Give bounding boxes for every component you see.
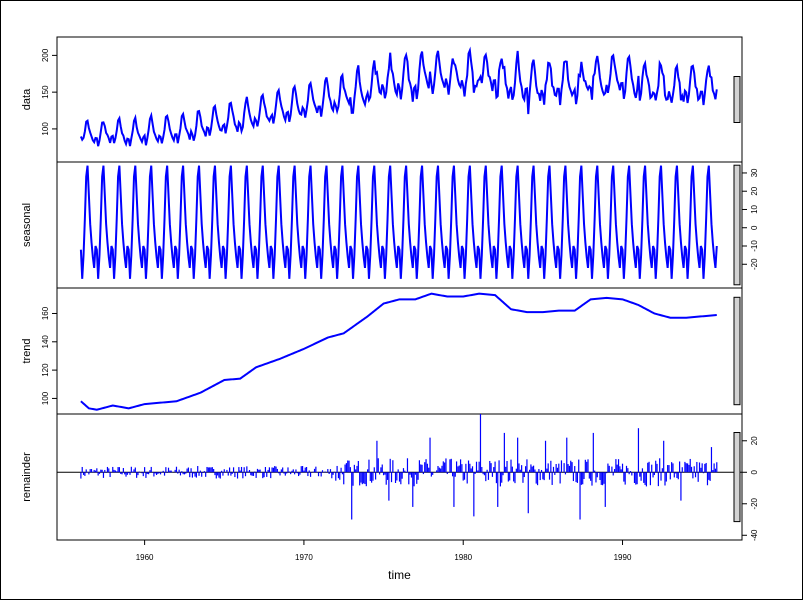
y-tick-label-remainder: -20 (750, 497, 759, 509)
y-tick-label-seasonal: 20 (750, 186, 759, 195)
y-tick-label-seasonal: -10 (750, 240, 759, 252)
x-axis: 1960 1970 1980 1990 time (136, 540, 632, 582)
y-tick-label-seasonal: 30 (750, 168, 759, 177)
panel-label-remainder: remainder (21, 452, 33, 502)
y-tick-label-trend: 100 (41, 391, 50, 405)
y-tick-label-trend: 120 (41, 363, 50, 377)
panel-remainder: -40 -20 0 20 remainder (21, 413, 759, 541)
panel-trend: 100 120 140 160 trend (21, 287, 743, 415)
panel-remainder-box (56, 413, 743, 541)
panel-label-trend: trend (21, 338, 33, 363)
series-line-trend (80, 292, 717, 411)
y-tick-label-remainder: 0 (750, 470, 759, 475)
panel-label-data: data (21, 88, 33, 110)
x-tick-label: 1960 (136, 553, 154, 562)
y-tick-label-seasonal: -20 (750, 258, 759, 270)
y-tick-label-remainder: 20 (750, 436, 759, 445)
y-tick-label-remainder: -40 (750, 529, 759, 541)
series-line-seasonal (79, 165, 718, 279)
panel-data: 100 150 200 data (21, 36, 743, 163)
series-line-data (79, 46, 718, 148)
x-tick-label: 1990 (614, 553, 632, 562)
range-bar-remainder (733, 432, 741, 523)
x-axis-label: time (388, 568, 411, 582)
range-bar-trend (733, 296, 741, 406)
y-tick-label-trend: 140 (41, 335, 50, 349)
panel-label-seasonal: seasonal (21, 203, 33, 247)
y-tick-label-seasonal: 10 (750, 204, 759, 213)
y-tick-label-seasonal: 0 (750, 225, 759, 230)
range-bar-seasonal (733, 164, 741, 286)
y-tick-label-data: 150 (41, 85, 50, 99)
x-tick-label: 1970 (295, 553, 313, 562)
y-tick-label-trend: 160 (41, 306, 50, 320)
panel-seasonal: -20 -10 0 10 20 30 seasonal (21, 161, 759, 289)
panel-trend-box (56, 287, 743, 415)
range-bar-data (733, 76, 741, 123)
y-tick-label-data: 100 (41, 122, 50, 136)
x-tick-label: 1980 (454, 553, 472, 562)
y-tick-label-data: 200 (41, 48, 50, 62)
